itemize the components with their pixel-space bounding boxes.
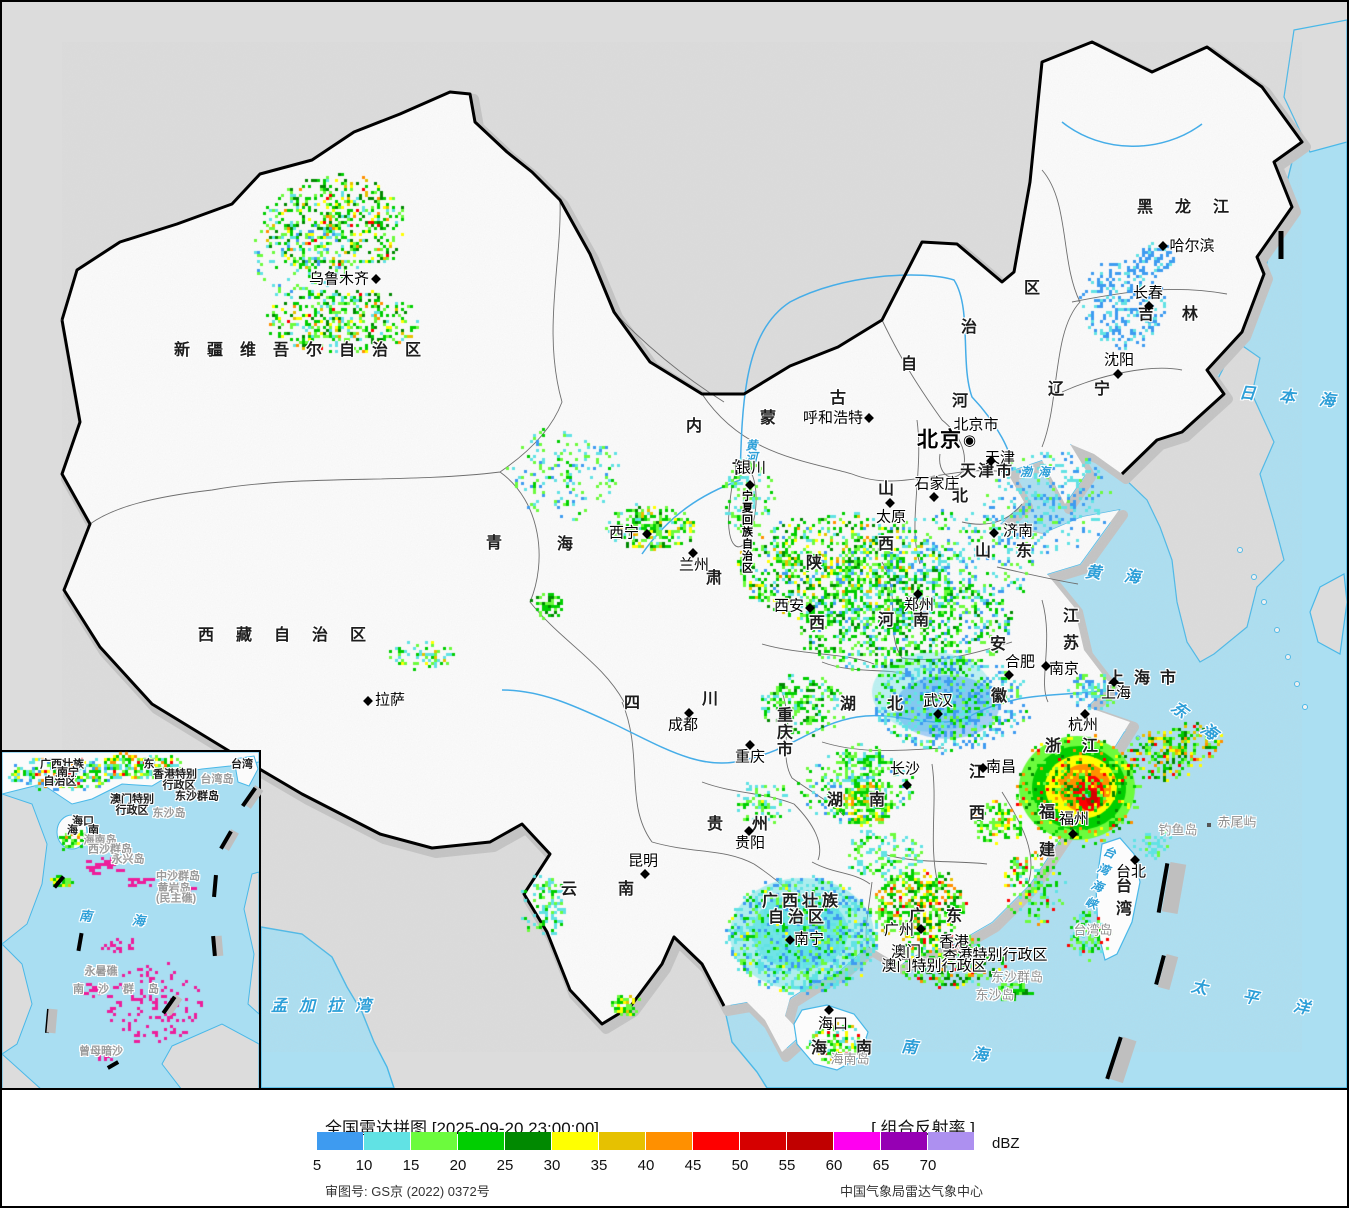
dbz-color-block [458,1132,504,1150]
south-china-sea-inset [2,750,261,1088]
dbz-color-block [505,1132,551,1150]
dbz-tick-label: 40 [637,1157,655,1174]
dbz-color-scale [317,1132,975,1150]
issuing-organization: 中国气象局雷达气象中心 [840,1184,984,1199]
dbz-color-block [646,1132,692,1150]
dbz-tick-label: 25 [496,1157,514,1174]
dbz-color-block [928,1132,974,1150]
dbz-tick-label: 10 [355,1157,373,1174]
map-survey-number: 审图号: GS京 (2022) 0372号 [325,1184,490,1199]
dbz-color-block [740,1132,786,1150]
dbz-tick-label: 20 [449,1157,467,1174]
dbz-color-block [317,1132,363,1150]
dbz-color-block [599,1132,645,1150]
dbz-color-block [364,1132,410,1150]
dbz-tick-label: 5 [312,1157,322,1174]
dbz-color-block [881,1132,927,1150]
dbz-color-block [552,1132,598,1150]
dbz-color-block [693,1132,739,1150]
map-area: 黑龙江 吉林 辽宁内蒙古自治区新疆维吾尔自治区 西藏自治区青海甘肃陕西山西河北山东 河南… [2,2,1347,1088]
inset-hainan [56,814,88,850]
dbz-tick-label: 65 [872,1157,890,1174]
inset-svg [2,752,259,1088]
dbz-tick-label: 30 [543,1157,561,1174]
dbz-tick-label: 70 [919,1157,937,1174]
dbz-tick-label: 60 [825,1157,843,1174]
dbz-tick-label: 55 [778,1157,796,1174]
dbz-tick-label: 15 [402,1157,420,1174]
dbz-tick-label: 35 [590,1157,608,1174]
dbz-color-block [411,1132,457,1150]
dbz-color-block [787,1132,833,1150]
dbz-unit-label: dBZ [992,1135,1020,1152]
dbz-tick-label: 45 [684,1157,702,1174]
dbz-tick-label: 50 [731,1157,749,1174]
dbz-color-block [834,1132,880,1150]
